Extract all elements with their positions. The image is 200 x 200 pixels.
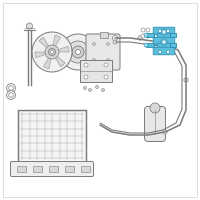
Circle shape: [104, 75, 108, 79]
Circle shape: [76, 49, 80, 54]
Circle shape: [48, 48, 56, 55]
Circle shape: [6, 84, 16, 92]
Circle shape: [158, 29, 162, 32]
Circle shape: [104, 63, 108, 67]
Bar: [18, 110, 86, 162]
Circle shape: [166, 50, 170, 53]
Circle shape: [162, 40, 166, 44]
Wedge shape: [43, 52, 52, 69]
Circle shape: [84, 63, 88, 67]
FancyBboxPatch shape: [34, 166, 42, 172]
Circle shape: [26, 23, 32, 29]
FancyBboxPatch shape: [66, 166, 74, 172]
Wedge shape: [52, 52, 65, 67]
Circle shape: [144, 43, 148, 47]
Bar: [170, 43, 176, 47]
FancyBboxPatch shape: [10, 162, 94, 176]
Circle shape: [112, 36, 118, 40]
Circle shape: [88, 88, 92, 92]
Circle shape: [162, 30, 166, 33]
Circle shape: [113, 40, 117, 44]
Circle shape: [84, 86, 86, 90]
Circle shape: [92, 43, 96, 46]
Circle shape: [96, 86, 98, 88]
Circle shape: [184, 78, 188, 82]
Circle shape: [32, 32, 72, 72]
Circle shape: [72, 46, 84, 58]
Bar: [170, 33, 176, 37]
Wedge shape: [52, 35, 60, 52]
Wedge shape: [39, 37, 52, 52]
FancyBboxPatch shape: [153, 27, 175, 35]
Circle shape: [6, 90, 16, 99]
Circle shape: [166, 29, 170, 32]
Bar: [146, 33, 154, 37]
FancyBboxPatch shape: [157, 43, 171, 50]
Bar: [146, 43, 154, 47]
FancyBboxPatch shape: [50, 166, 58, 172]
FancyBboxPatch shape: [86, 34, 120, 70]
Circle shape: [158, 50, 162, 53]
Circle shape: [9, 86, 13, 90]
Circle shape: [9, 93, 13, 97]
Wedge shape: [35, 52, 52, 58]
FancyBboxPatch shape: [157, 33, 171, 40]
Circle shape: [141, 28, 145, 32]
Bar: [80, 60, 112, 82]
Circle shape: [92, 58, 96, 62]
Circle shape: [163, 130, 167, 134]
Circle shape: [138, 36, 142, 40]
FancyBboxPatch shape: [82, 166, 90, 172]
FancyBboxPatch shape: [18, 166, 26, 172]
FancyBboxPatch shape: [153, 47, 175, 55]
FancyBboxPatch shape: [144, 106, 166, 142]
Circle shape: [141, 34, 145, 38]
Circle shape: [161, 39, 167, 45]
Bar: [18, 110, 86, 162]
Circle shape: [60, 34, 96, 70]
Circle shape: [102, 88, 104, 92]
Circle shape: [106, 58, 110, 62]
Bar: [100, 32, 108, 38]
Circle shape: [150, 103, 160, 113]
Circle shape: [146, 34, 150, 38]
Circle shape: [161, 29, 167, 35]
Circle shape: [106, 43, 110, 46]
Circle shape: [45, 45, 59, 59]
Circle shape: [146, 28, 150, 32]
FancyBboxPatch shape: [153, 37, 175, 45]
Circle shape: [144, 33, 148, 37]
Wedge shape: [52, 46, 69, 52]
Circle shape: [50, 50, 54, 53]
Circle shape: [84, 75, 88, 79]
Circle shape: [158, 40, 162, 44]
Circle shape: [67, 41, 89, 63]
